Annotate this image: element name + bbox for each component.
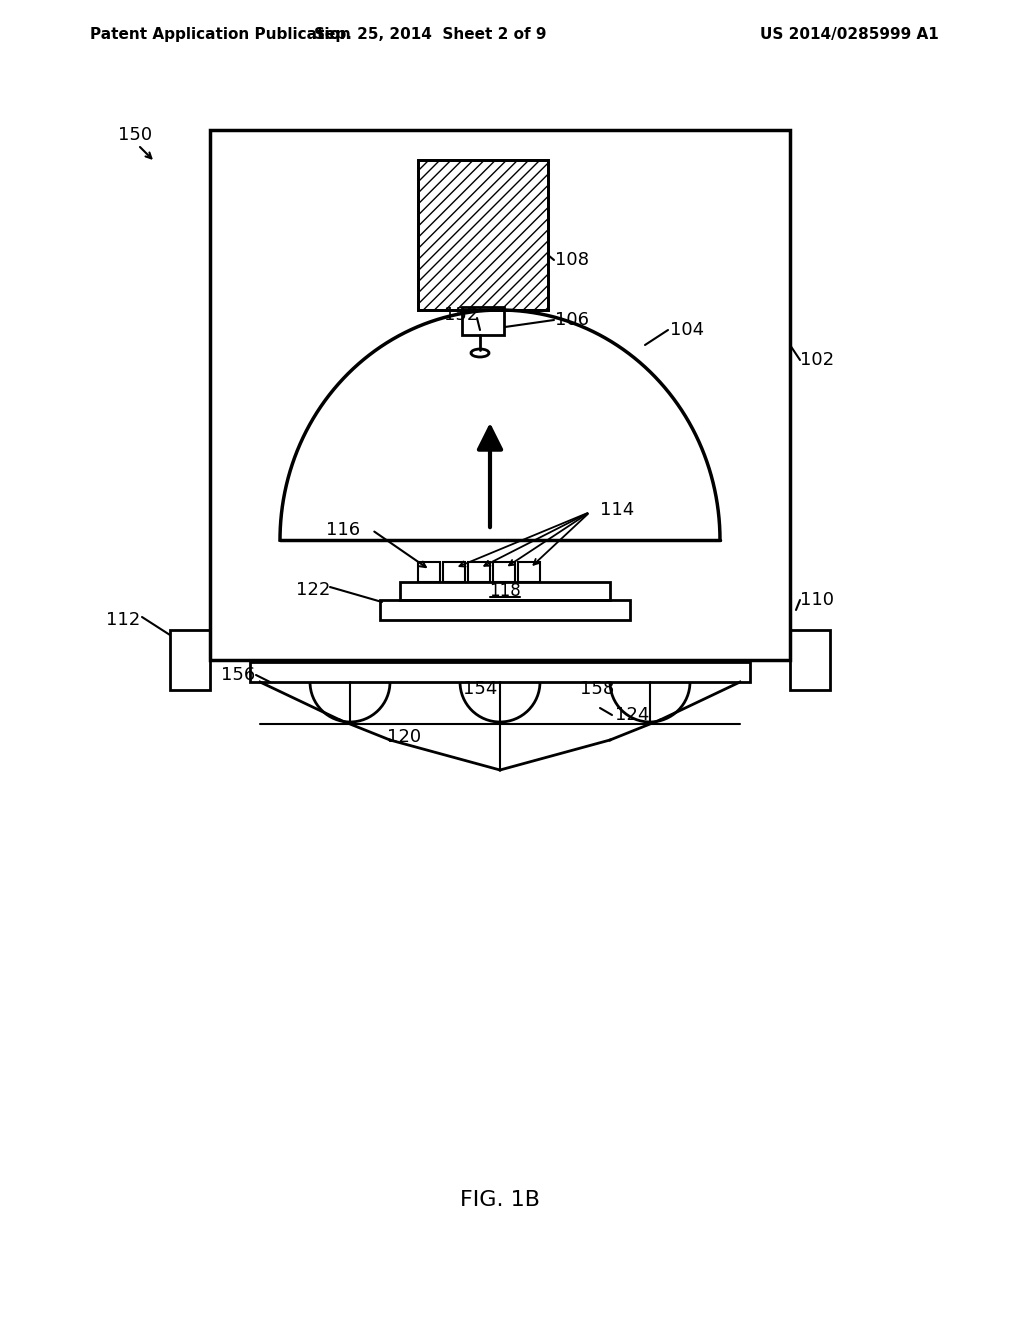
Text: 118: 118 bbox=[489, 582, 521, 601]
Bar bbox=[250, 663, 750, 682]
Text: 108: 108 bbox=[555, 251, 589, 269]
Bar bbox=[418, 160, 548, 310]
Text: FIG. 1B: FIG. 1B bbox=[460, 1191, 540, 1210]
Text: 150: 150 bbox=[118, 125, 153, 144]
Bar bbox=[418, 160, 548, 310]
Text: 116: 116 bbox=[326, 521, 360, 539]
Text: 104: 104 bbox=[670, 321, 705, 339]
Text: 106: 106 bbox=[555, 312, 589, 329]
Bar bbox=[462, 308, 504, 335]
Bar bbox=[418, 562, 440, 582]
Bar bbox=[493, 562, 515, 582]
Bar bbox=[170, 630, 210, 690]
Bar bbox=[210, 129, 790, 660]
Text: US 2014/0285999 A1: US 2014/0285999 A1 bbox=[760, 28, 939, 42]
Bar bbox=[400, 582, 610, 601]
Text: 154: 154 bbox=[463, 680, 498, 698]
Text: 110: 110 bbox=[800, 591, 834, 609]
Text: 114: 114 bbox=[600, 502, 634, 519]
Text: 158: 158 bbox=[580, 680, 614, 698]
Bar bbox=[518, 562, 540, 582]
Text: 112: 112 bbox=[105, 611, 140, 630]
Bar bbox=[443, 562, 465, 582]
Ellipse shape bbox=[471, 348, 489, 356]
Text: 156: 156 bbox=[221, 667, 255, 684]
Text: 124: 124 bbox=[615, 706, 649, 723]
Bar bbox=[468, 562, 490, 582]
Text: 122: 122 bbox=[296, 581, 330, 599]
Text: Patent Application Publication: Patent Application Publication bbox=[90, 28, 351, 42]
Bar bbox=[418, 160, 548, 310]
Text: 102: 102 bbox=[800, 351, 835, 370]
Bar bbox=[380, 601, 630, 620]
Text: 152: 152 bbox=[443, 306, 478, 323]
Text: 120: 120 bbox=[387, 729, 421, 746]
Bar bbox=[790, 630, 830, 690]
Text: Sep. 25, 2014  Sheet 2 of 9: Sep. 25, 2014 Sheet 2 of 9 bbox=[313, 28, 546, 42]
